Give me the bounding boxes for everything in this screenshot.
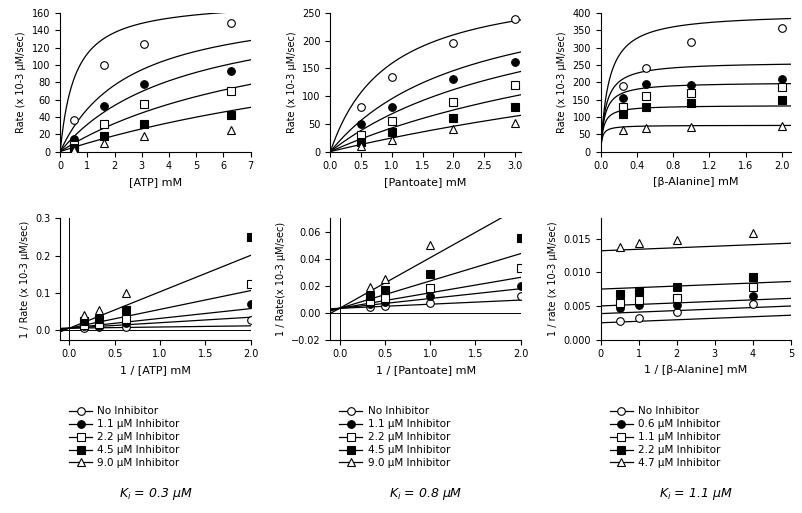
Y-axis label: 1 / Rate(x 10-3 μM/sec): 1 / Rate(x 10-3 μM/sec) xyxy=(275,222,286,336)
Text: $K_i$ = 0.3 μM: $K_i$ = 0.3 μM xyxy=(119,486,192,502)
Y-axis label: Rate (x 10-3 μM/sec): Rate (x 10-3 μM/sec) xyxy=(16,31,26,133)
Legend: No Inhibitor, 0.6 μM Inhibitor, 1.1 μM Inhibitor, 2.2 μM Inhibitor, 4.7 μM Inhib: No Inhibitor, 0.6 μM Inhibitor, 1.1 μM I… xyxy=(609,406,719,468)
Text: $K_i$ = 1.1 μM: $K_i$ = 1.1 μM xyxy=(658,486,731,502)
Y-axis label: 1 / rate (x 10-3 μM/sec): 1 / rate (x 10-3 μM/sec) xyxy=(547,222,557,337)
Legend: No Inhibitor, 1.1 μM Inhibitor, 2.2 μM Inhibitor, 4.5 μM Inhibitor, 9.0 μM Inhib: No Inhibitor, 1.1 μM Inhibitor, 2.2 μM I… xyxy=(69,406,180,468)
X-axis label: [Pantoate] mM: [Pantoate] mM xyxy=(384,177,466,187)
Y-axis label: 1 / Rate (x 10-3 μM/sec): 1 / Rate (x 10-3 μM/sec) xyxy=(19,221,30,338)
X-axis label: 1 / [β-Alanine] mM: 1 / [β-Alanine] mM xyxy=(643,365,747,375)
Y-axis label: Rate (x 10-3 μM/sec): Rate (x 10-3 μM/sec) xyxy=(556,31,566,133)
Y-axis label: Rate (x 10-3 μM/sec): Rate (x 10-3 μM/sec) xyxy=(286,31,296,133)
Legend: No Inhibitor, 1.1 μM Inhibitor, 2.2 μM Inhibitor, 4.5 μM Inhibitor, 9.0 μM Inhib: No Inhibitor, 1.1 μM Inhibitor, 2.2 μM I… xyxy=(339,406,449,468)
X-axis label: [β-Alanine] mM: [β-Alanine] mM xyxy=(652,177,738,187)
X-axis label: 1 / [ATP] mM: 1 / [ATP] mM xyxy=(119,365,191,375)
X-axis label: [ATP] mM: [ATP] mM xyxy=(128,177,182,187)
X-axis label: 1 / [Pantoate] mM: 1 / [Pantoate] mM xyxy=(375,365,475,375)
Text: $K_i$ = 0.8 μM: $K_i$ = 0.8 μM xyxy=(388,486,462,502)
